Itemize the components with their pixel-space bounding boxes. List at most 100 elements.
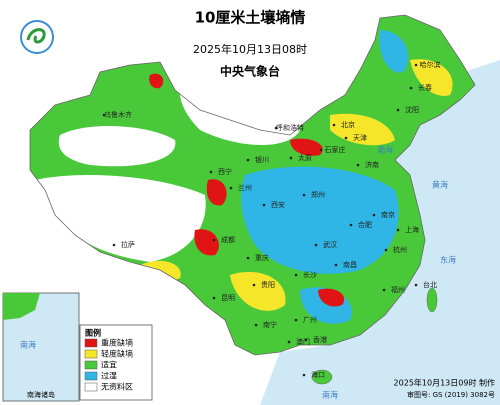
- city-label: 重庆: [255, 253, 269, 262]
- city-dot: [372, 213, 376, 217]
- city-dot: [209, 170, 213, 174]
- city-dot: [102, 113, 106, 117]
- city-dot: [349, 223, 353, 227]
- city-label: 贵阳: [261, 280, 275, 289]
- city-label: 郑州: [311, 191, 325, 199]
- legend-label: 重度缺墒: [101, 338, 133, 348]
- city-dot: [356, 163, 360, 167]
- city-dot: [344, 136, 348, 140]
- city-dot: [246, 158, 250, 162]
- sea-label: 渤海: [377, 145, 393, 155]
- footer-made: 2025年10月13日09时 制作: [394, 378, 495, 388]
- issuer: 中央气象台: [220, 64, 280, 79]
- city-dot: [302, 193, 306, 197]
- legend-swatch: [84, 338, 98, 348]
- city-label: 长春: [418, 83, 432, 92]
- severe-dry-area: [290, 138, 323, 156]
- legend-label: 轻度缺墒: [101, 349, 133, 359]
- legend-swatch: [84, 349, 98, 359]
- severe-dry-area: [194, 229, 219, 256]
- inset: 南海 南海诸岛: [2, 292, 80, 402]
- city-label: 呼和浩特: [276, 123, 304, 132]
- city-dot: [246, 256, 250, 260]
- city-dot: [334, 263, 338, 267]
- city-label: 南宁: [263, 320, 277, 329]
- hainan-island: [311, 369, 333, 385]
- city-label: 银川: [255, 155, 269, 164]
- city-dot: [304, 338, 308, 342]
- city-label: 昆明: [221, 294, 235, 302]
- city-dot: [332, 123, 336, 127]
- city-label: 杭州: [393, 245, 407, 254]
- city-label: 合肥: [358, 220, 372, 229]
- city-label: 台北: [423, 280, 437, 289]
- no-data-area: [58, 125, 176, 167]
- city-label: 武汉: [323, 240, 337, 249]
- map-datetime: 2025年10月13日08时: [193, 42, 307, 56]
- city-label: 长沙: [303, 270, 317, 279]
- city-dot: [274, 126, 278, 130]
- footer-approval: 审图号: GS (2019) 3082号: [407, 390, 495, 399]
- severe-dry-area: [206, 179, 227, 206]
- city-dot: [302, 373, 306, 377]
- no-data-area: [35, 175, 206, 262]
- city-label: 成都: [221, 235, 235, 244]
- city-dot: [229, 186, 233, 190]
- city-label: 乌鲁木齐: [104, 110, 132, 119]
- city-dot: [254, 323, 258, 327]
- city-dot: [414, 283, 418, 287]
- city-dot: [319, 148, 323, 152]
- city-label: 拉萨: [121, 240, 135, 249]
- legend-swatch: [84, 382, 98, 392]
- legend-label: 无资料区: [101, 382, 133, 392]
- city-label: 石家庄: [325, 145, 346, 154]
- city-dot: [414, 63, 418, 67]
- city-label: 福州: [391, 285, 405, 294]
- severe-dry-area: [318, 288, 345, 307]
- city-label: 上海: [405, 225, 419, 234]
- wet-area: [379, 30, 409, 73]
- city-dot: [384, 248, 388, 252]
- city-label: 西宁: [218, 167, 232, 176]
- legend-label: 适宜: [101, 360, 117, 370]
- city-dot: [396, 228, 400, 232]
- city-dot: [252, 283, 256, 287]
- city-label: 北京: [341, 120, 355, 129]
- city-dot: [287, 340, 291, 344]
- city-label: 兰州: [238, 183, 252, 192]
- sea: [260, 60, 500, 405]
- map-title: 10厘米土壤墒情: [195, 9, 306, 27]
- legend-swatch: [84, 360, 98, 370]
- city-dot: [409, 86, 413, 90]
- inset-land: [3, 293, 40, 320]
- dry-area: [230, 271, 286, 311]
- city-dot: [294, 318, 298, 322]
- legend-label: 过湿: [101, 371, 117, 381]
- city-dot: [262, 203, 266, 207]
- city-label: 沈阳: [405, 105, 419, 114]
- legend-title: 图例: [85, 328, 101, 338]
- logo-swirl: [26, 28, 46, 44]
- wet-area: [241, 166, 399, 274]
- inset-sea-label: 南海: [20, 340, 36, 350]
- sea-label: 南海: [322, 390, 338, 400]
- taiwan-island: [426, 287, 438, 313]
- dry-area: [410, 59, 453, 96]
- city-dot: [289, 156, 293, 160]
- city-dot: [294, 273, 298, 277]
- sea-label: 东海: [440, 255, 456, 265]
- inset-label: 南海诸岛: [27, 390, 55, 399]
- city-dot: [212, 296, 216, 300]
- city-label: 济南: [365, 160, 379, 169]
- severe-dry-area: [149, 73, 164, 89]
- city-label: 广州: [303, 315, 317, 324]
- country-border: [29, 14, 476, 356]
- city-label: 南京: [381, 210, 395, 219]
- sea-label: 黄海: [432, 180, 448, 190]
- city-label: 海口: [311, 370, 325, 379]
- city-label: 天津: [353, 134, 367, 142]
- city-label: 太原: [298, 153, 312, 162]
- city-dot: [396, 108, 400, 112]
